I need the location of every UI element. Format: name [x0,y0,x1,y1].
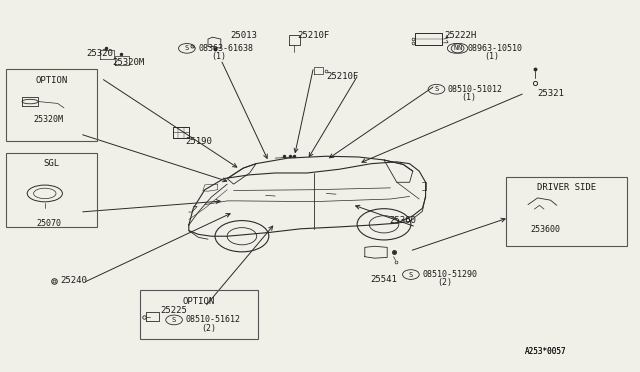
Bar [506,177,627,246]
Text: A253*0057: A253*0057 [525,347,566,356]
Text: (1): (1) [461,93,476,102]
Text: OPTION: OPTION [36,76,68,84]
Text: 25320M: 25320M [33,115,63,124]
Text: S: S [409,272,413,278]
Text: 08510-51612: 08510-51612 [186,315,241,324]
Text: 25541: 25541 [370,275,397,284]
Text: (2): (2) [202,324,216,333]
Text: 25321: 25321 [538,89,564,98]
Text: 25320: 25320 [86,49,113,58]
Text: 253600: 253600 [531,225,560,234]
Text: 08363-61638: 08363-61638 [198,44,253,53]
Text: (1): (1) [484,52,499,61]
Text: 25210F: 25210F [326,72,358,81]
Text: N: N [458,45,461,51]
Bar [6,153,97,227]
Text: S: S [185,45,189,51]
Text: 08510-51012: 08510-51012 [448,85,503,94]
Text: S: S [435,86,438,92]
Text: (1): (1) [211,52,226,61]
Bar [140,290,258,339]
Text: 25225: 25225 [160,306,187,315]
Text: (2): (2) [437,278,452,287]
Text: 25360: 25360 [389,216,416,225]
Text: 25013: 25013 [230,31,257,40]
Text: 08963-10510: 08963-10510 [467,44,522,53]
Text: 25320M: 25320M [112,58,144,67]
Text: 25070: 25070 [36,219,61,228]
Text: 25190: 25190 [186,137,212,146]
Text: N: N [454,45,458,51]
Text: 25240: 25240 [61,276,88,285]
Text: 08510-51290: 08510-51290 [422,270,477,279]
Text: S: S [172,317,176,323]
Text: 25210F: 25210F [298,31,330,40]
Text: SGL: SGL [44,159,60,168]
Text: 25222H: 25222H [445,31,477,40]
Bar [6,69,97,141]
Text: DRIVER SIDE: DRIVER SIDE [537,183,596,192]
Text: OPTION: OPTION [182,297,215,306]
Text: A253*0057: A253*0057 [525,347,566,356]
